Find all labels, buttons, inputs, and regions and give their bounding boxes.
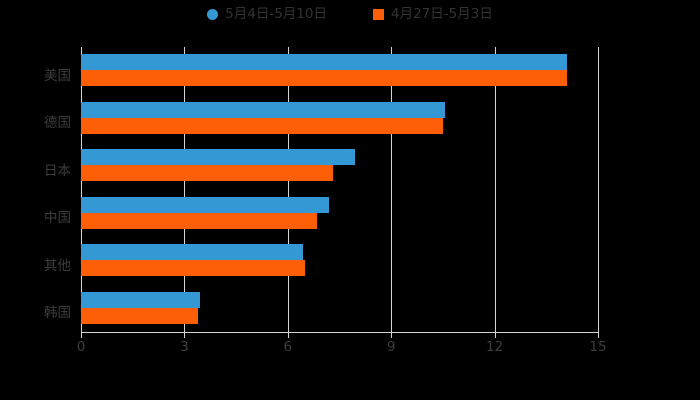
- x-axis-tick-mark: [494, 332, 496, 338]
- x-axis-tick-label: 12: [486, 339, 504, 355]
- x-axis-line: [81, 332, 599, 333]
- chart-legend: 5月4日-5月10日 4月27日-5月3日: [0, 6, 700, 22]
- bar[interactable]: [81, 70, 567, 87]
- legend-item-series-1[interactable]: 5月4日-5月10日: [207, 6, 327, 22]
- x-axis-tick-label: 3: [180, 339, 189, 355]
- legend-item-series-2[interactable]: 4月27日-5月3日: [373, 6, 493, 22]
- y-axis-tick-label: 美国: [44, 67, 71, 84]
- x-axis-tick-label: 6: [283, 339, 293, 355]
- bar[interactable]: [81, 260, 306, 277]
- bar[interactable]: [81, 307, 199, 324]
- legend-label-series-1: 5月4日-5月10日: [225, 6, 327, 22]
- bar[interactable]: [81, 212, 318, 229]
- bar-group: [81, 149, 598, 182]
- bar[interactable]: [81, 101, 445, 118]
- y-axis-tick-label: 其他: [44, 257, 71, 274]
- x-axis-tick-mark: [81, 332, 82, 338]
- x-axis-tick-mark: [598, 332, 599, 338]
- x-axis-tick-label: 9: [386, 339, 396, 355]
- y-axis-tick-label: 中国: [44, 210, 71, 227]
- x-axis-tick-mark: [287, 332, 289, 338]
- gridline-6: [287, 47, 289, 332]
- bar[interactable]: [81, 165, 333, 182]
- bar[interactable]: [81, 54, 567, 71]
- y-axis-tick-label: 德国: [44, 115, 71, 132]
- bar[interactable]: [81, 244, 304, 261]
- legend-square-icon: [373, 9, 384, 21]
- y-axis-tick-label: 韩国: [44, 305, 71, 322]
- gridline-15: [598, 47, 599, 332]
- bar-group: [81, 244, 598, 277]
- bar[interactable]: [81, 291, 200, 308]
- legend-dot-icon: [207, 9, 219, 21]
- gridline-0: [81, 47, 82, 332]
- plot-area: [81, 47, 599, 332]
- bar[interactable]: [81, 196, 330, 213]
- bar[interactable]: [81, 117, 443, 134]
- x-axis-tick-label: 0: [76, 339, 86, 355]
- bar[interactable]: [81, 149, 355, 166]
- bar-group: [81, 291, 598, 325]
- gridline-9: [391, 47, 393, 332]
- x-axis-tick-mark: [391, 332, 393, 338]
- x-axis-tick-mark: [184, 332, 186, 338]
- gridline-12: [494, 47, 496, 332]
- gridline-3: [184, 47, 186, 332]
- bar-group: [81, 196, 598, 230]
- bar-group: [81, 54, 598, 87]
- x-axis-tick-label: 15: [589, 339, 607, 355]
- bar-group: [81, 101, 598, 135]
- legend-label-series-2: 4月27日-5月3日: [391, 6, 493, 22]
- y-axis-tick-label: 日本: [44, 162, 71, 179]
